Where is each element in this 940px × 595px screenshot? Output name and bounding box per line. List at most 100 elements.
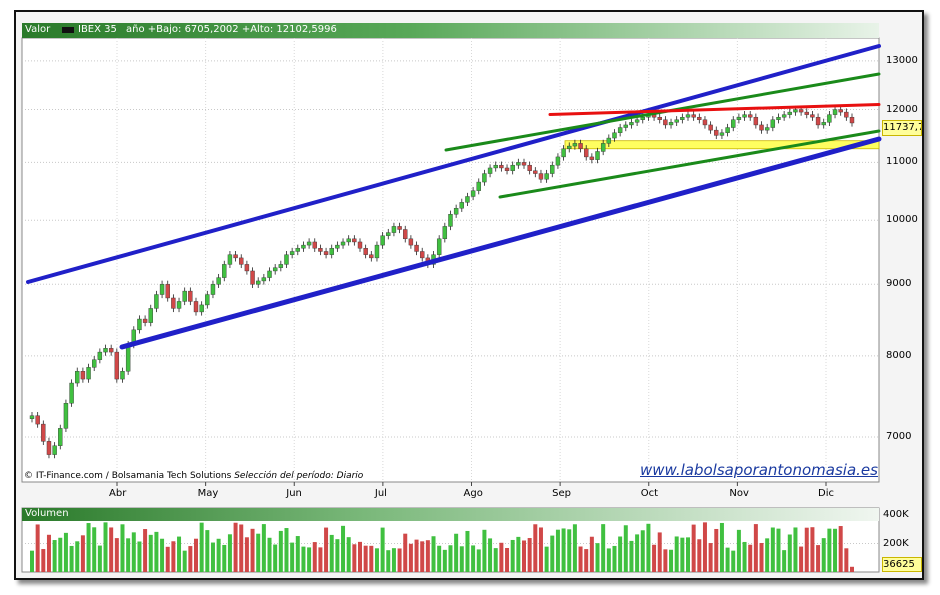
volume-bar <box>244 537 249 572</box>
candle-body <box>193 301 199 313</box>
volume-bar <box>787 534 792 572</box>
volume-bar <box>431 536 436 572</box>
candle-body <box>188 290 193 302</box>
volume-bar <box>352 544 357 572</box>
y-tick-label: 8000 <box>886 349 912 361</box>
candle-body <box>58 428 63 446</box>
x-tick-label: Abr <box>109 488 127 499</box>
volume-bar <box>216 538 221 572</box>
volume-bar <box>210 542 215 572</box>
candle-body <box>29 415 35 419</box>
candle-body <box>69 382 74 404</box>
volume-bar <box>52 540 57 572</box>
candle-body <box>759 124 764 131</box>
resistance-line <box>548 103 881 117</box>
volume-bar <box>346 537 351 572</box>
volume-bar <box>719 522 724 572</box>
candle-body <box>159 284 165 295</box>
candle-body <box>80 371 86 380</box>
candle-body <box>210 284 216 295</box>
last-volume-badge: 36625 <box>882 557 922 572</box>
volume-bar <box>714 528 719 572</box>
volume-bar <box>544 546 549 572</box>
candle-body <box>306 241 312 246</box>
volume-bar <box>833 528 838 572</box>
volume-bar <box>143 529 148 572</box>
volume-bar <box>437 545 442 572</box>
candle-body <box>600 143 606 152</box>
last-value-badge: 11737,7 <box>882 120 922 136</box>
volume-bar <box>408 543 413 572</box>
candle-body <box>46 441 52 455</box>
candle-body <box>708 124 713 131</box>
candle-body <box>821 122 826 126</box>
volume-bar <box>295 536 300 572</box>
volume-bar <box>753 524 758 572</box>
candle-body <box>781 114 787 118</box>
volume-bar <box>75 541 80 572</box>
candle-body <box>748 114 753 118</box>
candle-body <box>753 116 759 126</box>
volume-bar <box>374 548 379 572</box>
x-tick-label: Sep <box>552 488 571 499</box>
candle-body <box>108 348 114 353</box>
lower-channel-line <box>119 136 882 350</box>
volume-bar <box>318 547 323 572</box>
candle-body <box>403 229 408 240</box>
candle-body <box>63 403 69 429</box>
volume-bar <box>589 536 594 572</box>
candle-body <box>239 257 244 265</box>
volume-bar <box>584 549 589 572</box>
candle-body <box>171 297 176 309</box>
candle-body <box>256 280 261 285</box>
candle-body <box>244 264 250 272</box>
candle-body <box>199 304 204 313</box>
volume-bar <box>256 533 261 572</box>
candle-body <box>504 167 510 171</box>
brand-link[interactable]: www.labolsaporantonomasia.es <box>640 461 878 479</box>
candle-body <box>340 241 346 246</box>
volume-bar <box>612 545 617 572</box>
candle-body <box>493 164 498 169</box>
volume-bar <box>177 536 182 572</box>
volume-bar <box>567 529 572 572</box>
candle-body <box>844 111 849 118</box>
candle-body <box>86 367 91 380</box>
candle-body <box>35 415 40 425</box>
volume-bar <box>799 546 804 572</box>
volume-bar <box>657 532 662 572</box>
volume-bar <box>838 526 843 572</box>
volume-bar <box>844 548 849 572</box>
candle-body <box>595 151 600 160</box>
volume-bar <box>41 549 46 572</box>
candle-body <box>284 254 289 265</box>
candle-body <box>584 148 589 158</box>
candle-body <box>838 109 843 113</box>
candle-body <box>459 202 464 209</box>
candle-body <box>137 318 142 331</box>
candle-body <box>165 284 170 299</box>
candle-body <box>453 208 459 215</box>
volume-bar <box>109 527 114 572</box>
volume-bar <box>114 538 119 572</box>
candle-body <box>335 244 340 249</box>
candle-body <box>346 238 351 243</box>
y-tick-label: 7000 <box>886 430 912 442</box>
candle-body <box>533 170 538 174</box>
volume-bar <box>131 532 136 572</box>
volume-bar <box>92 527 97 572</box>
volume-bar <box>663 549 668 572</box>
candle-body <box>295 248 300 252</box>
volume-bar <box>618 536 623 572</box>
volume-bar <box>261 524 266 572</box>
volume-bar <box>516 536 521 572</box>
volume-bar <box>171 541 176 572</box>
candle-body <box>482 173 487 183</box>
volume-bar <box>595 543 600 572</box>
candle-body <box>176 301 182 309</box>
volume-bar <box>488 538 493 572</box>
price-plot-area <box>21 37 880 483</box>
candle-body <box>736 116 742 120</box>
volume-bar <box>646 523 651 572</box>
